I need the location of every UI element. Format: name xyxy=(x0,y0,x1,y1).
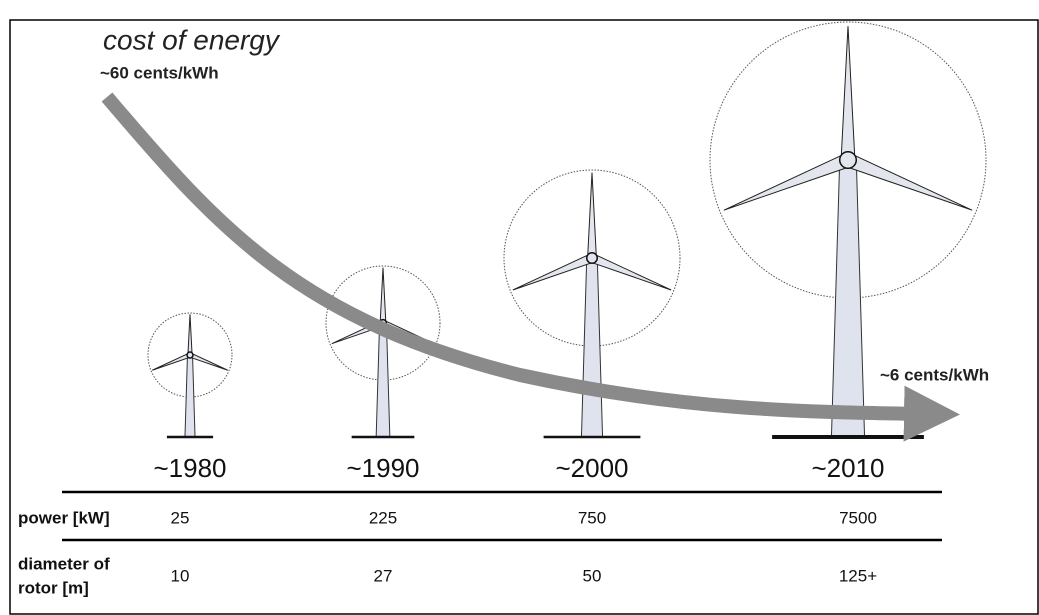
title: cost of energy xyxy=(103,24,281,55)
tower xyxy=(185,355,195,437)
cost-end: ~6 cents/kWh xyxy=(880,365,989,384)
cell: 10 xyxy=(171,566,190,585)
blade xyxy=(724,154,851,211)
hub xyxy=(840,152,857,169)
year: ~2010 xyxy=(811,453,884,483)
tower xyxy=(831,160,864,437)
blade xyxy=(152,353,191,370)
cell: 50 xyxy=(583,566,602,585)
blade xyxy=(513,254,594,290)
page: cost of energy ~60 cents/kWh ~6 cents/kW… xyxy=(0,0,1039,615)
blade xyxy=(590,254,671,290)
year: ~1990 xyxy=(346,453,419,483)
hub xyxy=(587,253,598,264)
cell: 225 xyxy=(369,508,397,527)
blade xyxy=(380,268,386,323)
year: ~1980 xyxy=(153,453,226,483)
blade xyxy=(189,353,228,370)
cell: 27 xyxy=(374,566,393,585)
row-label: rotor [m] xyxy=(18,578,89,597)
cell: 125+ xyxy=(839,566,877,585)
tower xyxy=(581,258,602,437)
cost-start: ~60 cents/kWh xyxy=(100,63,219,82)
frame xyxy=(10,20,1038,614)
turbines xyxy=(148,22,986,437)
cell: 750 xyxy=(578,508,606,527)
cell: 7500 xyxy=(839,508,877,527)
table: ~1980 ~1990 ~2000 ~2010 power [kW] 25 225 750 75… xyxy=(18,453,885,598)
hub xyxy=(187,352,193,358)
cell: 25 xyxy=(171,508,190,527)
diagram: cost of energy ~60 cents/kWh ~6 cents/kW… xyxy=(0,0,1039,615)
blade xyxy=(588,173,597,258)
blade xyxy=(188,314,192,355)
blade xyxy=(845,154,972,211)
tower xyxy=(376,323,390,437)
row-label: diameter of xyxy=(18,554,110,573)
cost-arrow xyxy=(107,97,925,414)
blade xyxy=(841,26,855,160)
year: ~2000 xyxy=(555,453,628,483)
row-label: power [kW] xyxy=(18,508,110,527)
